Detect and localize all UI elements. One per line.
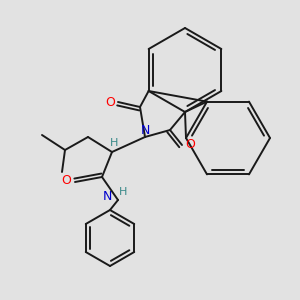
Text: O: O	[185, 139, 195, 152]
Text: O: O	[61, 173, 71, 187]
Text: N: N	[102, 190, 112, 203]
Text: N: N	[140, 124, 150, 136]
Text: H: H	[110, 138, 118, 148]
Text: H: H	[119, 187, 127, 197]
Text: O: O	[105, 95, 115, 109]
